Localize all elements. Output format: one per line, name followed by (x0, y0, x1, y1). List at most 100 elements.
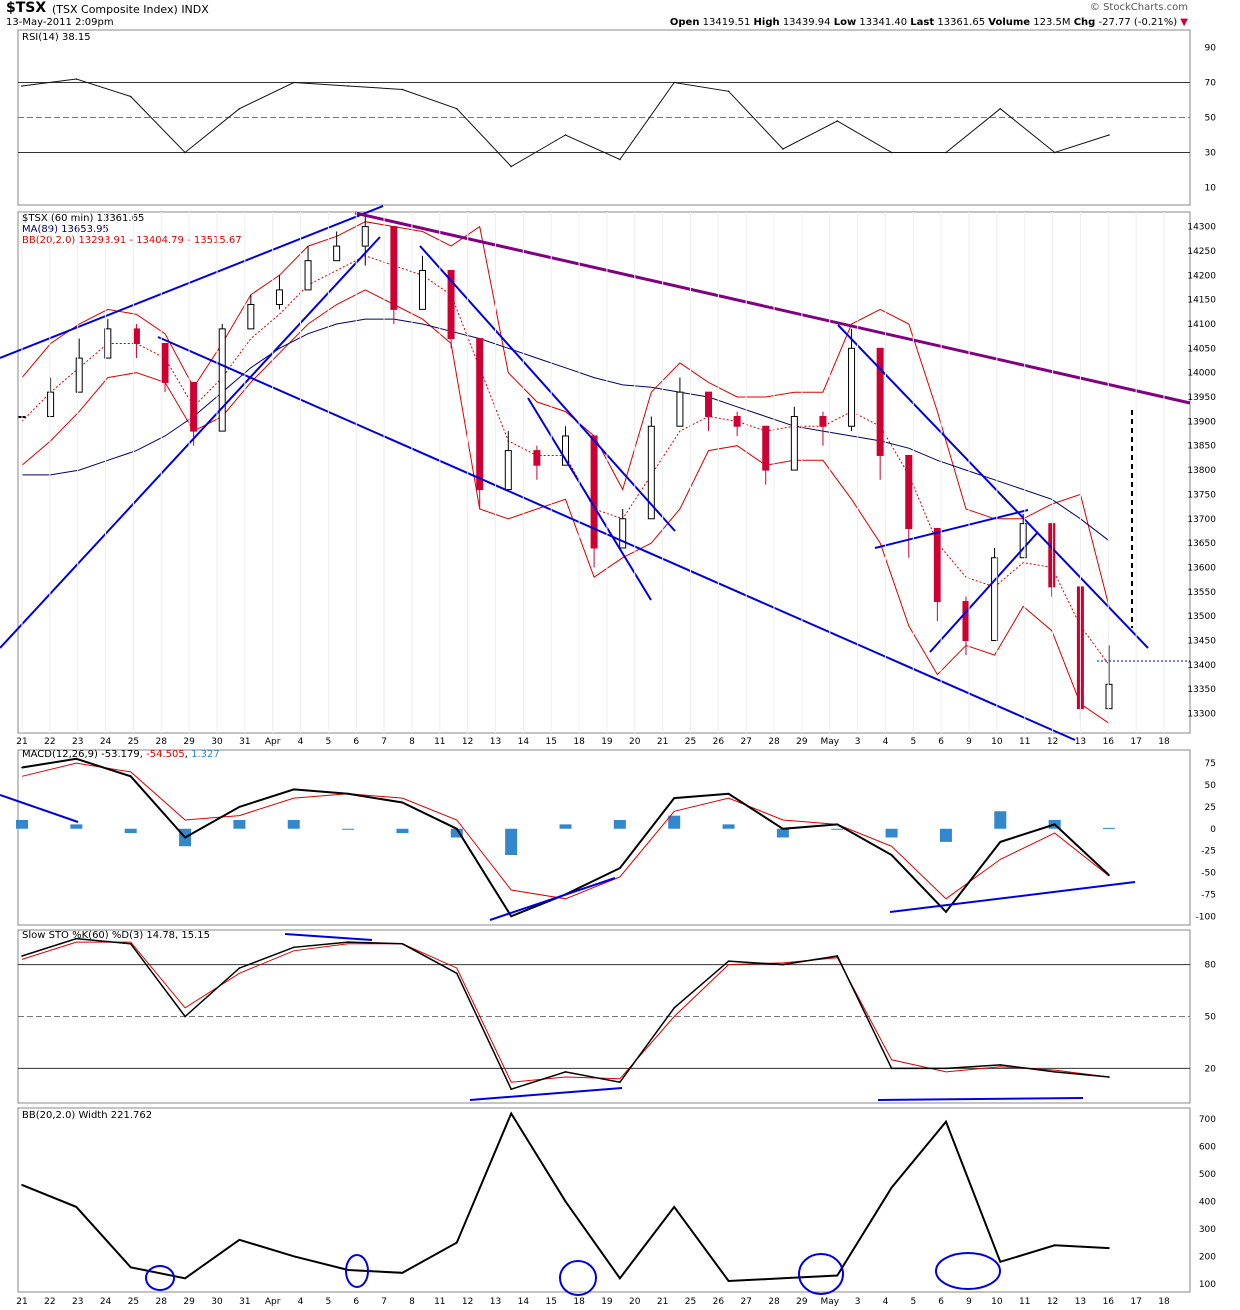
candle-body (447, 269, 455, 340)
ma89-line (22, 318, 1110, 542)
bbwidth-point (129, 1266, 132, 1269)
candle-body (819, 416, 827, 427)
macd-histogram-bar (722, 824, 735, 829)
stochastic-point (238, 967, 241, 969)
macd-histogram-bar (124, 828, 137, 834)
macd-histogram-bar (613, 820, 626, 829)
price-x-tick-label: 6 (353, 737, 359, 747)
price-x-tick-label: 10 (991, 737, 1003, 747)
squeeze-circle-annotation (559, 1260, 597, 1296)
candle-body (1048, 523, 1056, 588)
macd-histogram-bar (233, 820, 246, 829)
rsi-point (999, 107, 1002, 110)
price-panel-frame (17, 211, 1191, 734)
bbwidth-point (21, 1184, 23, 1186)
macd-legend-prefix: MACD(12,26,9) (22, 749, 101, 760)
candle-body (962, 601, 970, 641)
stochastic-point (75, 937, 78, 940)
bbwidth-x-tick-label: 5 (910, 1297, 916, 1307)
price-x-tick-label: 20 (629, 737, 641, 747)
macd-point (184, 836, 186, 839)
stochastic-point (456, 972, 458, 975)
may-rising-channel-top (874, 509, 1029, 549)
macd-histogram-bar (885, 828, 898, 838)
price-x-tick-label: 22 (44, 737, 55, 747)
ma-legend: MA(89) 13653.95 (22, 224, 109, 235)
price-tick-label: 13750 (1187, 490, 1216, 500)
candle-body (705, 391, 713, 418)
bbwidth-x-tick-label: 12 (462, 1297, 473, 1307)
price-x-tick-label: 15 (545, 737, 556, 747)
rsi-point (510, 165, 512, 168)
bbwidth-x-tick-label: 11 (1019, 1297, 1030, 1307)
macd-point (456, 827, 458, 830)
price-x-tick-label: 13 (1075, 737, 1086, 747)
macd-point (510, 915, 512, 918)
may-rising-channel (929, 531, 1039, 653)
stochastic-point (184, 1015, 186, 1018)
bbwidth-x-tick-label: 21 (657, 1297, 668, 1307)
macd-point (673, 797, 675, 799)
candle-body (218, 328, 226, 432)
rsi-point (836, 120, 839, 122)
bbwidth-x-tick-label: 5 (326, 1297, 332, 1307)
rsi-point (727, 90, 730, 93)
rsi-point (619, 158, 621, 161)
downtrend-channel-bottom (157, 336, 1076, 741)
uptrend-channel-top (0, 205, 384, 359)
price-x-tick-label: 28 (768, 737, 780, 747)
price-x-tick-label: 16 (1103, 737, 1115, 747)
candle-body (562, 435, 569, 466)
price-x-tick-label: 30 (211, 737, 223, 747)
chg-value: -27.77 (-0.21%) (1098, 17, 1178, 28)
price-tick-label: 14300 (1187, 223, 1216, 233)
macd-histogram-bar (450, 828, 463, 838)
macd-divergence-line (0, 794, 79, 823)
candle-body (762, 425, 770, 471)
high-label: High (753, 17, 780, 28)
stochastic-point (1053, 1071, 1056, 1073)
price-tick-label: 13600 (1187, 563, 1216, 573)
stochastic-point (1108, 1076, 1110, 1078)
price-tick-label: 14250 (1187, 247, 1216, 257)
macd-point (1053, 823, 1056, 826)
macd-histogram-bar (776, 828, 789, 838)
exchange-label: INDX (181, 3, 209, 16)
macd-point (727, 792, 730, 795)
stochastic-point (347, 941, 349, 943)
price-tick-label: 13450 (1187, 636, 1216, 646)
index-name: (TSX Composite Index) (52, 3, 178, 16)
bbwidth-point (292, 1255, 295, 1258)
bbwidth-legend: BB(20,2.0) Width 221.762 (22, 1110, 152, 1121)
macd-point (238, 806, 241, 808)
macd-tick-label: 50 (1205, 781, 1217, 791)
macd-point (945, 911, 947, 913)
bbwidth-x-tick-label: 16 (1103, 1297, 1115, 1307)
stochastic-point (945, 1067, 947, 1070)
macd-legend-sep: , (140, 749, 146, 760)
symbol-title: $TSX (6, 0, 47, 16)
candle-body (247, 304, 255, 330)
price-x-tick-label: 18 (1158, 737, 1170, 747)
candle-body (590, 435, 598, 549)
squeeze-circle-annotation (935, 1252, 1001, 1290)
candle-body (848, 347, 856, 427)
price-tick-label: 14200 (1187, 271, 1216, 281)
price-x-tick-label: 4 (883, 737, 889, 747)
bbwidth-x-tick-label: 9 (966, 1297, 972, 1307)
uptrend-channel-bottom (0, 236, 381, 649)
low-label: Low (833, 17, 857, 28)
bb-legend: BB(20,2.0) 13293.91 - 13404.79 - 13515.6… (22, 235, 242, 246)
macd-histogram-bar (831, 828, 844, 830)
price-tick-label: 14150 (1187, 296, 1216, 306)
bbwidth-x-tick-label: 18 (1158, 1297, 1170, 1307)
price-x-tick-label: 3 (855, 737, 861, 747)
bbwidth-x-tick-label: 6 (938, 1297, 944, 1307)
candle-body (104, 328, 112, 359)
rsi-point (1053, 151, 1056, 154)
stochastic-point (401, 943, 404, 945)
down-arrow-icon: ▼ (1180, 17, 1188, 28)
macd-histogram-bar (342, 828, 355, 830)
rsi-point (75, 78, 78, 80)
